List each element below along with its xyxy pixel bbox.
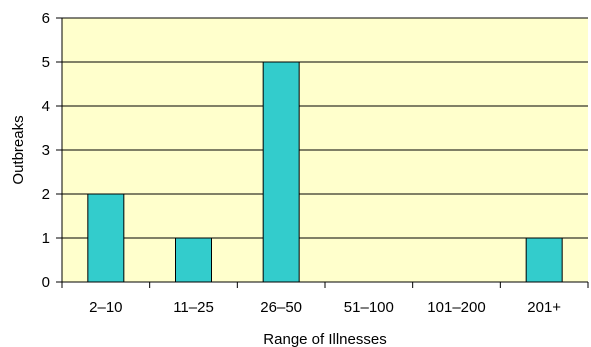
- y-tick-label: 1: [42, 230, 50, 247]
- x-tick-label: 2–10: [89, 299, 122, 316]
- y-tick-label: 5: [42, 54, 50, 71]
- bar-3: [262, 61, 300, 283]
- x-tick-label: 51–100: [344, 299, 394, 316]
- y-tick-label: 4: [42, 98, 50, 115]
- y-tick-label: 6: [42, 10, 50, 27]
- y-tick-label: 0: [42, 274, 50, 291]
- y-axis-title: Outbreaks: [10, 115, 27, 184]
- bar-6: [525, 237, 563, 283]
- y-tick-labels: 0 1 2 3 4 5 6: [42, 10, 50, 291]
- bar-2: [175, 237, 212, 283]
- y-tick-label: 3: [42, 142, 50, 159]
- x-axis-title: Range of Illnesses: [263, 331, 386, 347]
- x-tick-label: 101–200: [427, 299, 485, 316]
- x-tick-labels: 2–10 11–25 26–50 51–100 101–200 201+: [89, 299, 561, 316]
- bars: [87, 61, 563, 283]
- x-tick-label: 26–50: [260, 299, 302, 316]
- axes: [56, 17, 589, 288]
- y-tick-label: 2: [42, 186, 50, 203]
- bar-1: [87, 193, 125, 283]
- x-tick-label: 11–25: [173, 299, 214, 316]
- x-tick-label: 201+: [527, 299, 561, 316]
- gridlines: [62, 17, 588, 239]
